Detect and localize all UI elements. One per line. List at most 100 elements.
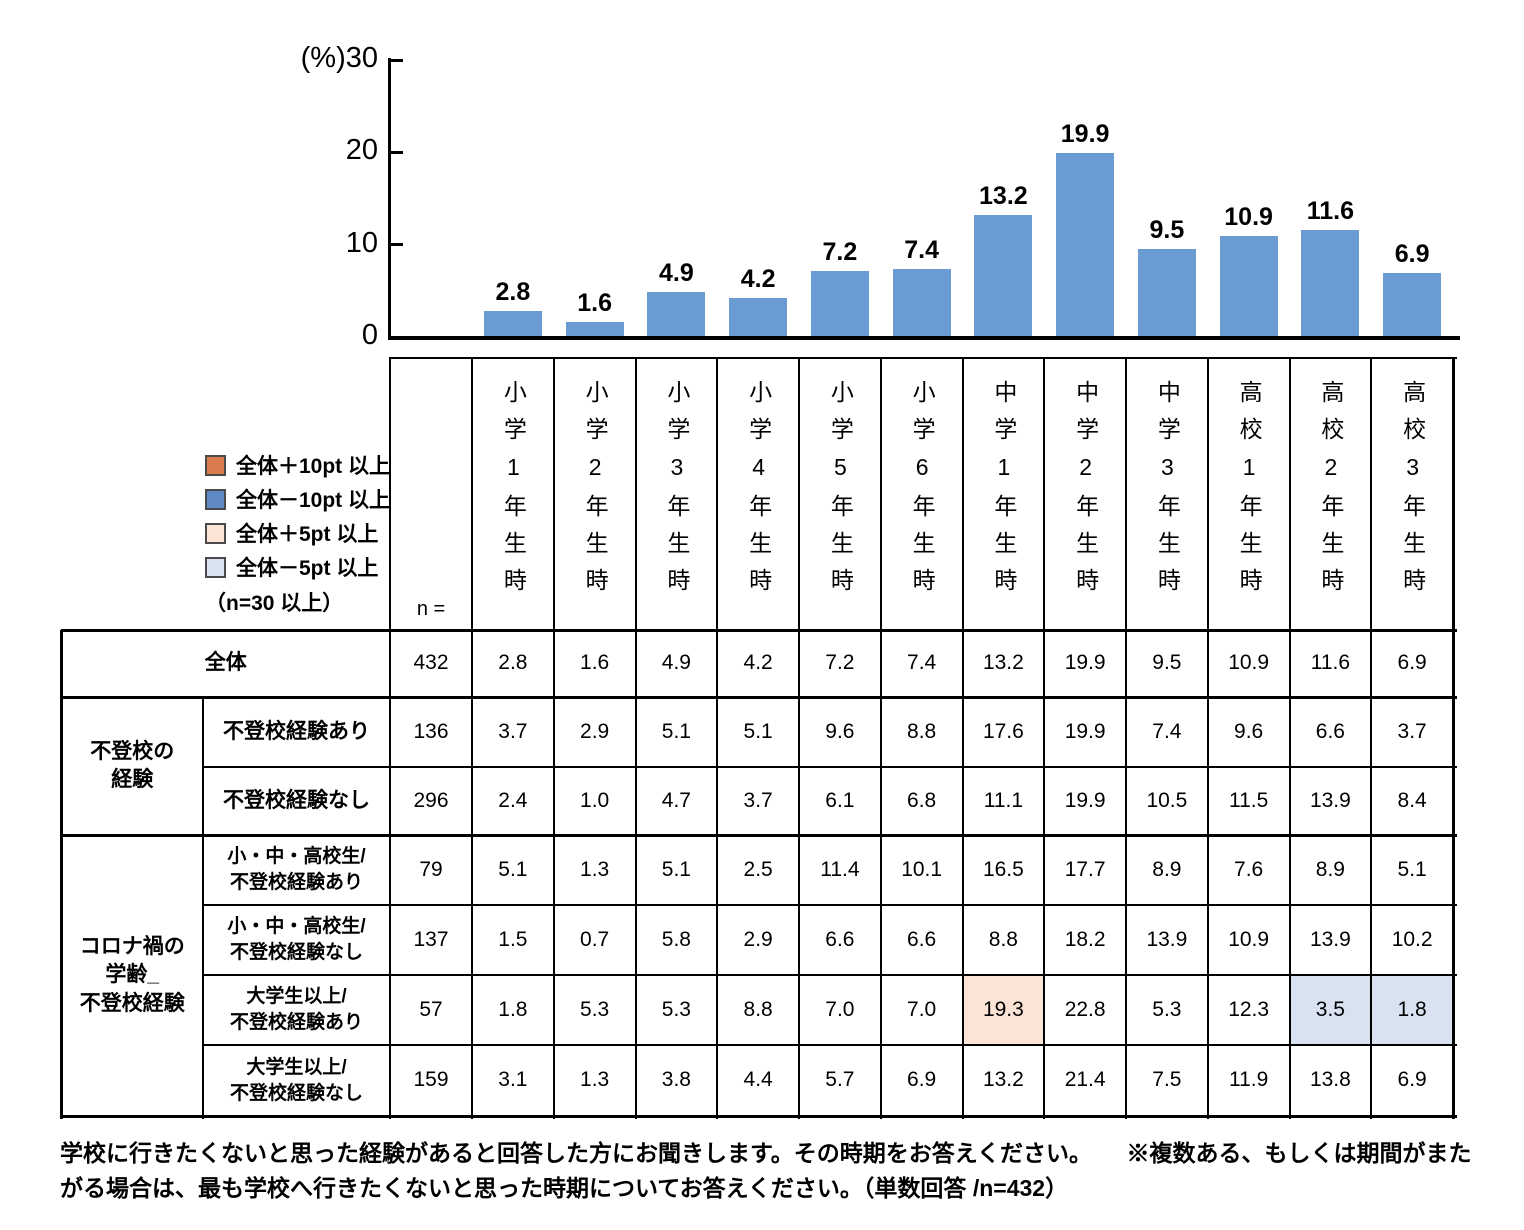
- bar: [892, 268, 951, 337]
- n-value: 136: [413, 719, 449, 743]
- table-cell: 5.3: [580, 997, 610, 1021]
- table-cell: 0.7: [580, 927, 610, 951]
- y-tick-label: (%)30: [300, 42, 378, 74]
- y-tick-mark: [390, 243, 403, 247]
- column-header: 小学6年生時: [881, 380, 963, 624]
- n-value: 159: [413, 1068, 449, 1092]
- bar: [1137, 249, 1196, 337]
- legend-swatch-plus5: [205, 522, 226, 544]
- table-cell: 11.9: [1228, 1068, 1269, 1092]
- grid-vline: [388, 358, 392, 1119]
- column-header: 小学5年生時: [799, 380, 881, 624]
- legend-label: 全体－10pt 以上: [236, 489, 391, 512]
- table-cell: 3.7: [498, 719, 528, 743]
- column-header-text: 高校3年生時: [1399, 380, 1426, 605]
- grid-vline: [60, 630, 63, 1119]
- highlight-cell: [1371, 975, 1453, 1045]
- grid-vline: [879, 358, 882, 1119]
- column-header-text: 小学5年生時: [827, 380, 854, 605]
- table-cell: 13.9: [1146, 927, 1188, 951]
- grid-vline: [1288, 358, 1291, 1119]
- table-cell: 1.0: [580, 788, 610, 812]
- table-cell: 6.6: [1315, 719, 1345, 743]
- footnote-line-1: 学校に行きたくないと思った経験があると回答した方にお聞きします。その時期をお答え…: [60, 1140, 1472, 1166]
- table-cell: 5.8: [661, 927, 691, 951]
- grid-vline: [1451, 358, 1455, 1119]
- column-header-text: 小学6年生時: [909, 380, 936, 605]
- row-label: 大学生以上/ 不登校経験あり: [229, 986, 363, 1033]
- table-cell: 19.9: [1064, 651, 1106, 675]
- legend-swatch-minus5: [205, 556, 226, 578]
- table-cell: 6.8: [907, 788, 937, 812]
- legend-swatch-minus10: [205, 488, 226, 510]
- column-header-text: 小学3年生時: [663, 380, 690, 605]
- bar-value-label: 13.2: [979, 182, 1028, 211]
- table-cell: 2.5: [743, 857, 773, 881]
- table-cell: 9.6: [825, 719, 855, 743]
- legend-label: 全体＋10pt 以上: [236, 455, 391, 478]
- table-cell: 6.9: [1397, 651, 1427, 675]
- table-cell: 11.6: [1310, 651, 1351, 675]
- table-cell: 12.3: [1228, 997, 1270, 1021]
- table-cell: 5.1: [498, 857, 528, 881]
- grid-vline: [1206, 358, 1209, 1119]
- table-cell: 17.6: [982, 719, 1024, 743]
- column-header: 高校2年生時: [1290, 380, 1372, 624]
- table-cell: 7.4: [907, 651, 937, 675]
- column-header: 小学4年生時: [717, 380, 799, 624]
- bar-value-label: 19.9: [1060, 120, 1110, 149]
- bar: [1056, 153, 1115, 337]
- n-value: 296: [413, 788, 449, 812]
- table-cell: 2.9: [743, 927, 773, 951]
- bar-value-label: 9.5: [1149, 216, 1185, 245]
- grid-vline: [1370, 358, 1373, 1119]
- n-value: 137: [413, 927, 449, 951]
- table-cell: 7.4: [1152, 719, 1182, 743]
- bar: [565, 322, 624, 337]
- y-tick-label: 20: [345, 134, 378, 167]
- table-cell: 1.6: [580, 651, 610, 675]
- n-equals-label: n =: [416, 598, 446, 620]
- y-tick-label: 10: [345, 226, 378, 259]
- row-label: 不登校経験あり: [223, 719, 370, 743]
- row-label: 不登校経験なし: [223, 788, 370, 812]
- column-header: 高校3年生時: [1371, 380, 1453, 624]
- table-cell: 6.9: [907, 1068, 937, 1092]
- bar-value-label: 7.4: [904, 235, 939, 264]
- grid-vline: [634, 358, 637, 1119]
- grid-vline: [798, 358, 800, 1119]
- table-cell: 10.9: [1228, 651, 1270, 675]
- row-label: 全体: [204, 651, 247, 675]
- table-cell: 2.8: [498, 651, 528, 675]
- bar-value-label: 2.8: [495, 278, 531, 307]
- table-cell: 13.9: [1309, 927, 1351, 951]
- grid-hline: [60, 695, 1457, 699]
- y-tick-mark: [390, 58, 403, 62]
- column-header-text: 高校1年生時: [1236, 380, 1263, 605]
- table-cell: 4.7: [661, 788, 691, 812]
- table-cell: 5.7: [825, 1068, 855, 1092]
- table-cell: 7.6: [1234, 857, 1264, 881]
- table-cell: 21.4: [1064, 1068, 1106, 1092]
- n-value: 79: [419, 857, 443, 881]
- table-cell: 6.6: [825, 927, 855, 951]
- bar-value-label: 4.9: [658, 258, 694, 287]
- column-header-text: 高校2年生時: [1317, 380, 1344, 605]
- grid-hline: [60, 833, 1457, 837]
- column-header: 小学3年生時: [636, 380, 718, 624]
- table-cell: 7.2: [825, 651, 855, 675]
- table-cell: 8.8: [907, 719, 937, 743]
- group-label: コロナ禍の 学齢_ 不登校経験: [79, 934, 185, 1015]
- table-cell: 2.4: [498, 788, 528, 812]
- table-cell: 10.5: [1146, 788, 1188, 812]
- table-cell: 6.6: [907, 927, 937, 951]
- grid-hline: [60, 1114, 1457, 1118]
- legend-item: 全体＋10pt 以上: [205, 448, 390, 482]
- grid-hline: [60, 628, 1457, 632]
- table-cell: 13.9: [1309, 788, 1351, 812]
- group-label: 不登校の 経験: [90, 739, 175, 791]
- table-cell: 1.5: [498, 927, 528, 951]
- column-header: 小学2年生時: [554, 380, 636, 624]
- table-cell: 1.3: [580, 857, 610, 881]
